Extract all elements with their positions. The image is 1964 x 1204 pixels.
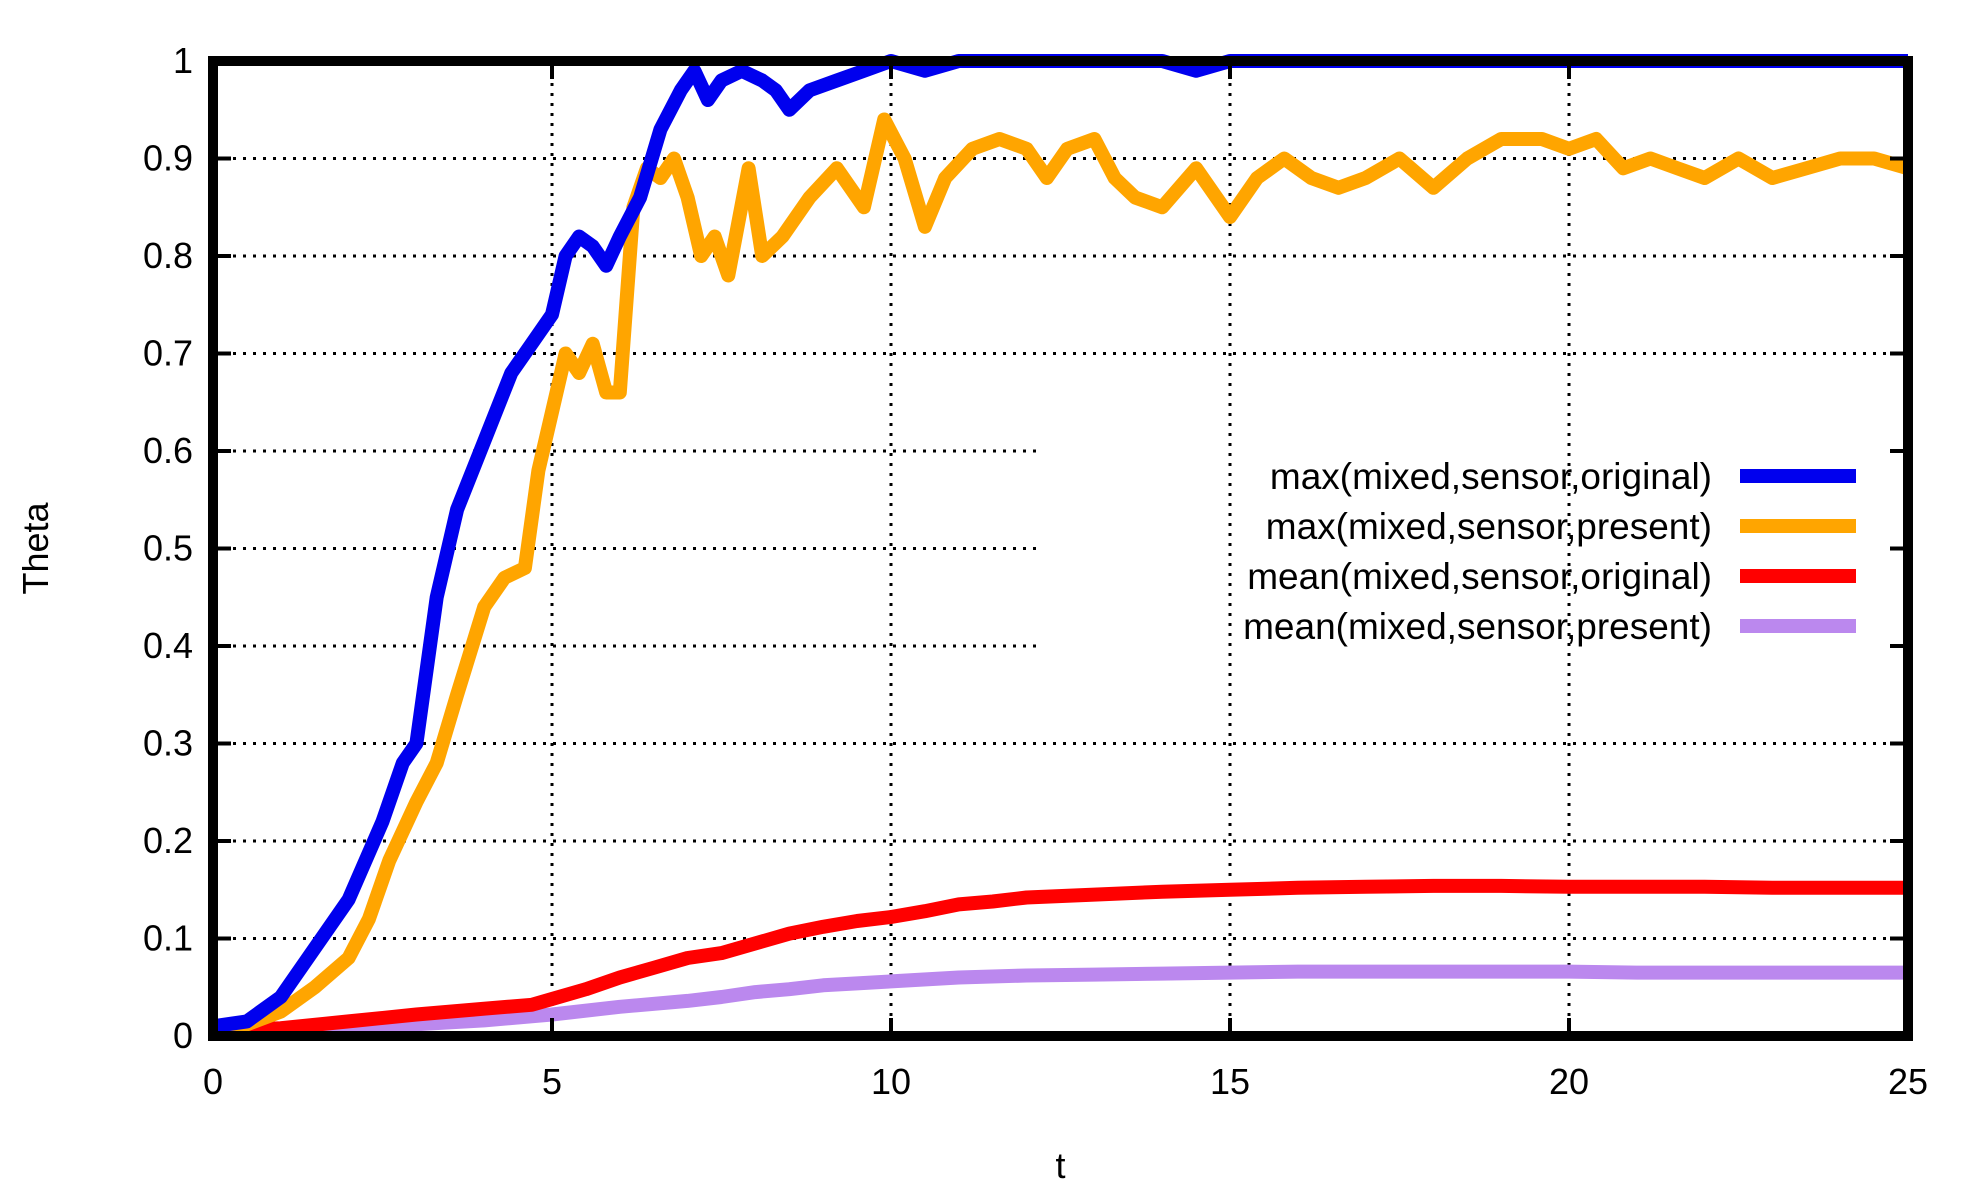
y-tick-label: 0.4 [143,625,193,666]
y-tick-label: 0.9 [143,138,193,179]
x-tick-label: 10 [871,1061,911,1102]
y-tick-label: 0.1 [143,918,193,959]
series-line-2 [213,112,1908,1034]
series-line-3 [213,878,1908,1036]
x-tick-label: 20 [1549,1061,1589,1102]
x-tick-label: 25 [1888,1061,1928,1102]
y-tick-label: 0.8 [143,235,193,276]
y-tick-label: 0 [173,1015,193,1056]
y-axis-label: Theta [15,501,56,594]
y-tick-label: 1 [173,40,193,81]
legend-label: max(mixed,sensor,original) [1270,456,1712,497]
x-axis-label: t [1055,1145,1065,1186]
series-line-4 [213,964,1908,1036]
x-tick-label: 15 [1210,1061,1250,1102]
tick-layer: 00.10.20.30.40.50.60.70.80.910 5 10 15 20 25 [143,40,1928,1102]
y-tick-label: 0.5 [143,528,193,569]
y-tick-label: 0.3 [143,723,193,764]
legend: max(mixed,sensor,original) max(mixed,sens… [1243,456,1856,647]
legend-label: max(mixed,sensor,present) [1266,506,1712,547]
legend-label: mean(mixed,sensor,original) [1247,556,1712,597]
grid-layer [213,61,1908,1036]
y-tick-label: 0.6 [143,430,193,471]
x-tick-label: 0 [203,1061,223,1102]
y-tick-label: 0.7 [143,333,193,374]
x-tick-label: 5 [542,1061,562,1102]
y-tick-label: 0.2 [143,820,193,861]
legend-label: mean(mixed,sensor,present) [1243,606,1712,647]
